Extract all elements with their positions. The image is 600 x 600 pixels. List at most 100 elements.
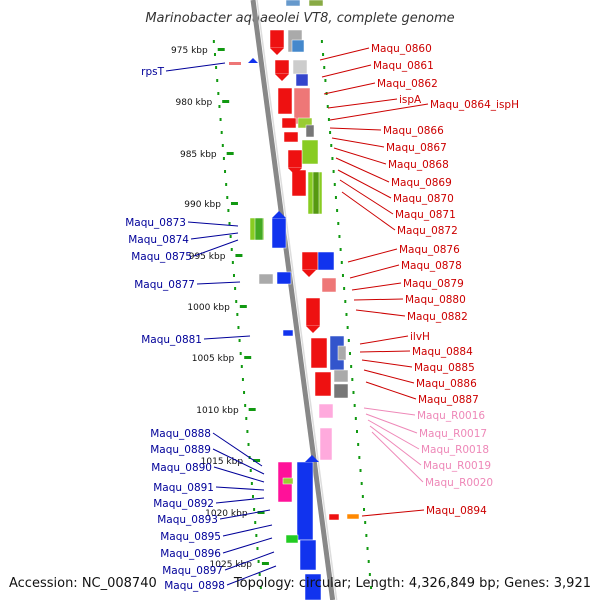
gene-label-reverse: Maqu_0879: [403, 278, 464, 290]
gene-feature: [310, 337, 328, 369]
gene-label-rna: Maqu_R0016: [417, 410, 485, 422]
scale-dot: [234, 287, 237, 290]
gene-label-reverse: Maqu_0860: [371, 43, 432, 55]
gene-label-forward: Maqu_0891: [153, 482, 214, 494]
leader-line: [213, 466, 265, 483]
scale-dot: [345, 313, 348, 316]
leader-line: [319, 47, 370, 61]
gene-arrowhead: [306, 326, 320, 333]
kbp-label: 1020 kbp: [205, 509, 248, 519]
scale-dot: [351, 378, 354, 381]
gene-label-reverse: ilvH: [410, 331, 430, 343]
gene-label-reverse: Maqu_0887: [418, 394, 479, 406]
feature-track: [229, 0, 360, 600]
scale-dot: [350, 365, 353, 368]
kbp-tick: [239, 305, 247, 308]
gene-label-rna: Maqu_R0017: [419, 428, 487, 440]
scale-dot: [224, 170, 227, 173]
leader-line: [353, 298, 404, 301]
kbp-label: 975 kbp: [171, 46, 208, 56]
gene-label-reverse: Maqu_0885: [414, 362, 475, 374]
gene-label-reverse: Maqu_0876: [399, 244, 460, 256]
scale-dot: [253, 508, 256, 511]
scale-dot: [251, 495, 254, 498]
scale-dot: [356, 430, 358, 433]
scale-dot: [352, 391, 355, 394]
gene-feature: [301, 139, 319, 165]
scale-dot: [230, 248, 233, 251]
gene-feature: [318, 403, 334, 419]
kbp-tick: [257, 511, 265, 514]
gene-label-reverse: Maqu_0864_ispH: [430, 99, 519, 111]
kbp-tick: [248, 408, 256, 411]
gene-feature: [283, 131, 299, 143]
gene-feature: [285, 534, 299, 544]
scale-dot: [357, 443, 360, 446]
scale-dot: [332, 170, 335, 173]
scale-dot: [322, 53, 325, 56]
leader-line: [363, 407, 416, 416]
leader-line: [219, 509, 271, 520]
kbp-tick: [235, 254, 243, 257]
scale-dot: [259, 586, 262, 589]
label-leaders: [165, 47, 429, 586]
scale-dot: [227, 209, 230, 212]
scale-dot: [333, 183, 336, 186]
scale-dot: [341, 274, 344, 277]
kbp-label: 1010 kbp: [196, 406, 239, 416]
scale-dot: [236, 313, 239, 316]
scale-dot: [330, 144, 333, 147]
scale-dot: [256, 547, 259, 550]
leader-line: [367, 419, 420, 450]
gene-label-forward: Maqu_0881: [141, 334, 202, 346]
scale-dot: [250, 482, 253, 485]
backbone-line: [250, 0, 336, 600]
leader-line: [365, 413, 418, 434]
kbp-label: 995 kbp: [189, 252, 226, 262]
scale-dot: [360, 482, 363, 485]
gene-label-reverse: Maqu_0894: [426, 505, 487, 517]
gene-feature: [281, 117, 297, 129]
scale-dot: [226, 196, 229, 199]
scale-dot: [324, 79, 327, 82]
scale-dot: [213, 53, 216, 56]
leader-line: [359, 350, 411, 353]
gene-label-forward: Maqu_0889: [150, 444, 211, 456]
gene-feature: [337, 345, 347, 361]
scale-dot: [343, 287, 346, 290]
gene-feature: [328, 513, 340, 521]
scale-dot: [353, 404, 356, 407]
leader-line: [361, 509, 425, 517]
gene-label-rna: Maqu_R0018: [421, 444, 489, 456]
gene-label-reverse: Maqu_0878: [401, 260, 462, 272]
scale-dot: [245, 417, 248, 420]
scale-dot: [358, 456, 361, 459]
gene-feature: [274, 59, 290, 75]
gene-feature: [305, 124, 315, 138]
scale-dot: [327, 118, 330, 121]
scale-dot: [320, 40, 323, 43]
gene-label-forward: Maqu_0888: [150, 428, 211, 440]
gene-feature: [321, 277, 337, 293]
gene-arrowhead: [270, 48, 284, 55]
scale-dot: [238, 339, 241, 342]
leader-line: [165, 62, 226, 72]
leader-line: [351, 282, 402, 291]
gene-label-forward: Maqu_0898: [164, 580, 225, 592]
gene-feature: [258, 273, 274, 285]
scale-dot: [225, 183, 228, 186]
gene-feature: [319, 427, 333, 461]
gene-label-reverse: Maqu_0870: [393, 193, 454, 205]
gene-feature: [295, 73, 309, 87]
gene-label-reverse: Maqu_0882: [407, 311, 468, 323]
gene-label-forward: Maqu_0897: [162, 565, 223, 577]
gene-feature: [271, 217, 287, 249]
leader-line: [226, 565, 277, 586]
kbp-tick: [217, 48, 225, 51]
leader-line: [327, 98, 398, 109]
leader-line: [215, 486, 265, 491]
leader-line: [337, 169, 392, 199]
scale-dot: [338, 235, 341, 238]
gene-feature: [282, 329, 294, 337]
